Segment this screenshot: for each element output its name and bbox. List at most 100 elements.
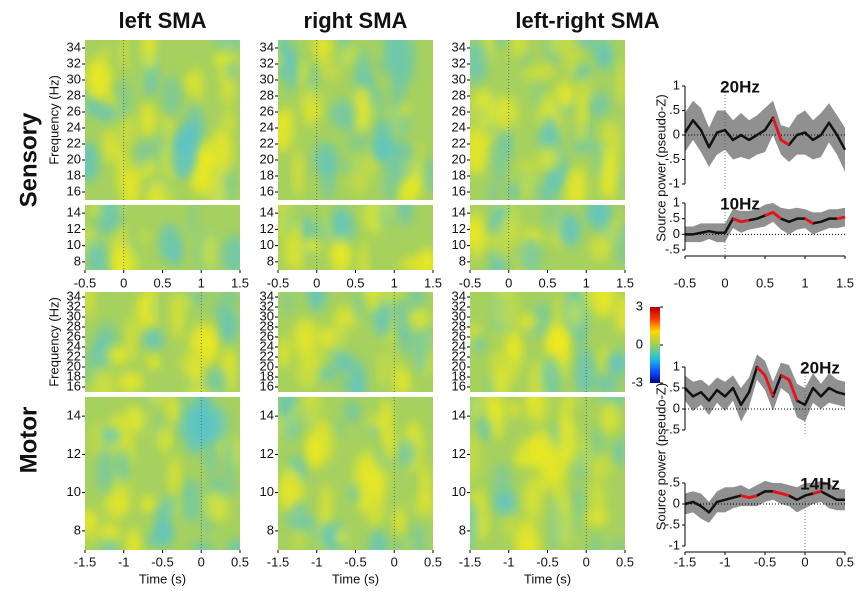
y-tick-label: 34	[260, 39, 274, 54]
heatmap-texture	[278, 292, 433, 392]
heatmap-blob	[291, 400, 300, 424]
heatmap-blob	[139, 496, 158, 512]
y-tick-label: .5	[669, 102, 680, 117]
heatmap-texture	[278, 397, 433, 550]
heatmap-blob	[147, 180, 174, 200]
x-tick-label: 1.5	[836, 275, 854, 290]
heatmap-blob	[85, 292, 95, 319]
heatmap-blob	[98, 538, 120, 550]
y-tick-label: 12	[260, 221, 274, 236]
heatmap-blob	[352, 85, 372, 134]
x-tick-label: 0.5	[231, 554, 249, 569]
heatmap-blob	[278, 467, 304, 515]
trace-line	[683, 116, 847, 151]
heatmap-blob	[575, 75, 594, 106]
significant-segment	[755, 366, 775, 397]
heatmap-blob	[381, 397, 392, 442]
x-tick-label: 0	[721, 275, 728, 290]
y-tick-label: 26	[452, 103, 466, 118]
heatmap-blob	[567, 297, 584, 330]
y-tick-label: 8	[74, 522, 81, 537]
heatmap-blob	[204, 489, 229, 522]
y-tick-label: 24	[67, 119, 81, 134]
y-tick-label: 26	[67, 103, 81, 118]
x-tick-label: -0.5	[151, 554, 173, 569]
heatmap-blob	[190, 541, 214, 550]
x-axis-label: Time (s)	[524, 571, 571, 586]
y-tick-label: 20	[452, 151, 466, 166]
y-tick-label: -.5	[665, 516, 680, 531]
x-tick-label: -0.5	[74, 275, 96, 290]
x-tick-label: 0	[313, 275, 320, 290]
heatmap-blob	[377, 56, 402, 75]
heatmap-blob	[524, 397, 550, 426]
x-tick-label: -1	[503, 554, 515, 569]
x-tick-label: 1	[198, 275, 205, 290]
heatmap-blob	[300, 397, 322, 427]
y-axis-label: Source power (pseudo-Z)	[653, 383, 668, 530]
y-tick-label: 16	[260, 378, 274, 393]
heatmap-blob	[330, 99, 357, 130]
x-tick-label: -0.5	[754, 554, 776, 569]
heatmap-blob	[102, 128, 120, 164]
significant-segment	[804, 217, 814, 225]
heatmap-blob	[494, 491, 518, 517]
heatmap-blob	[577, 93, 586, 144]
heatmap-blob	[143, 40, 156, 72]
x-tick-label: -1.5	[267, 554, 289, 569]
heatmap-blob	[574, 40, 592, 47]
heatmap-blob	[397, 205, 414, 226]
heatmap-blob	[139, 229, 151, 245]
y-tick-label: 28	[67, 87, 81, 102]
x-tick-label: -0.5	[267, 275, 289, 290]
heatmap-blob	[591, 425, 606, 462]
y-tick-label: 30	[260, 308, 274, 323]
x-tick-label: 0	[505, 275, 512, 290]
significant-segment	[771, 117, 790, 146]
y-tick-label: 0	[673, 495, 680, 510]
heatmap-blob	[366, 490, 384, 527]
x-tick-label: -1.5	[74, 554, 96, 569]
heatmap-blob	[100, 205, 123, 229]
heatmap-blob	[187, 102, 204, 150]
heatmap-blob	[280, 292, 295, 315]
y-tick-label: 32	[452, 55, 466, 70]
heatmap-blob	[525, 473, 544, 522]
y-tick-label: 32	[67, 298, 81, 313]
y-tick-label: 18	[67, 167, 81, 182]
heatmap-blob	[331, 236, 351, 270]
colorbar-tick-label: 0	[636, 336, 643, 351]
row-label: Sensory	[15, 112, 42, 207]
heatmap-blob	[588, 206, 614, 223]
heatmap	[470, 397, 625, 550]
y-tick-label: 8	[267, 253, 274, 268]
heatmap-blob	[225, 539, 240, 550]
heatmap-blob	[490, 131, 509, 184]
heatmap-blob	[392, 348, 401, 392]
y-tick-label: 14	[67, 205, 81, 220]
heatmap-blob	[536, 145, 561, 173]
significant-segment	[812, 490, 822, 495]
heatmap-blob	[158, 223, 181, 264]
heatmap-blob	[493, 222, 511, 263]
y-tick-label: 0	[673, 226, 680, 241]
y-tick-label: 18	[452, 368, 466, 383]
y-tick-label: 18	[67, 368, 81, 383]
y-tick-label: 10	[452, 237, 466, 252]
heatmap	[85, 40, 240, 200]
y-tick-label: 34	[452, 288, 466, 303]
y-tick-label: 30	[67, 71, 81, 86]
heatmap-blob	[415, 354, 425, 375]
x-tick-label: 1	[801, 275, 808, 290]
heatmap-blob	[539, 355, 561, 392]
x-tick-label: 0.5	[153, 275, 171, 290]
heatmap-blob	[86, 512, 95, 547]
heatmap-texture	[470, 205, 625, 270]
heatmap-blob	[589, 532, 601, 550]
heatmap	[85, 292, 240, 392]
y-tick-label: 20	[260, 358, 274, 373]
error-band	[685, 480, 845, 523]
y-tick-label: 28	[452, 318, 466, 333]
heatmap-blob	[571, 137, 595, 153]
heatmap-blob	[223, 111, 234, 132]
